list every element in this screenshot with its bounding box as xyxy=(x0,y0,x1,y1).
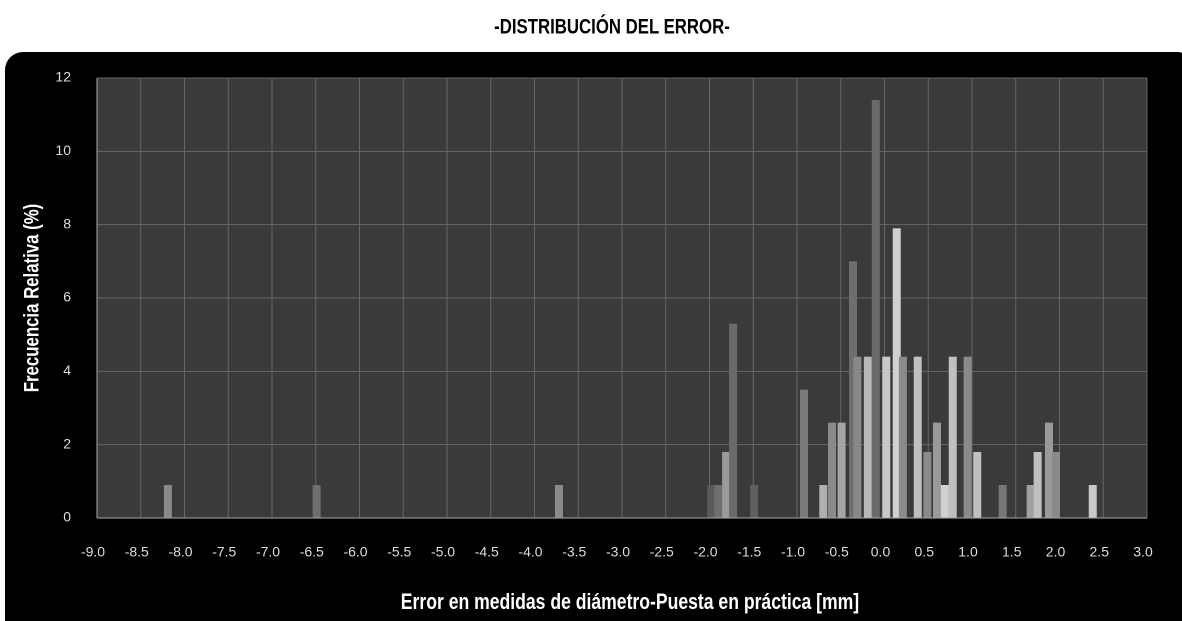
x-tick-label: -9.0 xyxy=(81,544,105,560)
x-tick-label: -7.0 xyxy=(256,544,280,560)
bar xyxy=(714,485,723,518)
x-tick-label: 0.0 xyxy=(871,544,891,560)
bar xyxy=(871,100,880,518)
bar xyxy=(555,485,563,518)
bar xyxy=(849,261,857,518)
chart-title: -DISTRIBUCIÓN DEL ERROR- xyxy=(494,15,730,39)
bar xyxy=(800,389,808,518)
bar xyxy=(837,422,846,518)
bar xyxy=(819,485,828,518)
bar xyxy=(1088,485,1097,518)
bar xyxy=(853,356,862,518)
y-tick-label: 8 xyxy=(63,215,71,231)
x-tick-label: -1.0 xyxy=(781,544,805,560)
x-tick-label: -7.5 xyxy=(212,544,236,560)
bar xyxy=(948,356,957,518)
x-tick-label: -3.5 xyxy=(562,544,586,560)
x-tick-label: -5.0 xyxy=(431,544,455,560)
bar xyxy=(998,485,1007,518)
x-tick-label: -4.5 xyxy=(475,544,499,560)
x-tick-label: -4.0 xyxy=(518,544,542,560)
x-tick-label: -1.5 xyxy=(737,544,761,560)
x-tick-label: -2.5 xyxy=(650,544,674,560)
y-tick-label: 10 xyxy=(55,142,71,158)
bar xyxy=(892,228,901,519)
bar xyxy=(750,485,759,518)
bar xyxy=(963,356,972,518)
x-tick-label: 2.0 xyxy=(1046,544,1066,560)
x-tick-label: -2.0 xyxy=(693,544,717,560)
x-tick-label: -8.5 xyxy=(125,544,149,560)
y-tick-label: 4 xyxy=(63,362,71,378)
y-tick-label: 0 xyxy=(63,509,71,525)
bar xyxy=(863,356,872,518)
bar xyxy=(163,485,172,518)
bar xyxy=(1045,422,1053,518)
y-tick-label: 6 xyxy=(63,289,71,305)
bar xyxy=(1052,452,1060,518)
x-tick-label: 0.5 xyxy=(915,544,935,560)
y-tick-label: 2 xyxy=(63,435,71,451)
x-tick-label: 3.0 xyxy=(1133,544,1153,560)
bar xyxy=(923,452,932,518)
y-axis-label: Frecuencia Relativa (%) xyxy=(21,204,44,392)
bar xyxy=(1033,452,1042,518)
x-tick-label: -3.0 xyxy=(606,544,630,560)
bar xyxy=(1026,485,1035,518)
x-tick-label: -8.0 xyxy=(168,544,192,560)
x-tick-label: -5.5 xyxy=(387,544,411,560)
x-tick-label: -6.0 xyxy=(343,544,367,560)
bar xyxy=(933,422,941,518)
bar xyxy=(940,485,949,518)
x-tick-label: 1.5 xyxy=(1002,544,1022,560)
x-tick-label: -6.5 xyxy=(300,544,324,560)
y-tick-label: 12 xyxy=(55,69,71,85)
bar xyxy=(913,356,922,518)
x-tick-label: 2.5 xyxy=(1090,544,1110,560)
x-tick-label: -0.5 xyxy=(825,544,849,560)
bar xyxy=(898,356,907,518)
bar xyxy=(312,485,321,518)
bar xyxy=(729,323,738,518)
x-tick-label: 1.0 xyxy=(958,544,978,560)
bar xyxy=(707,485,716,518)
bar xyxy=(973,452,982,518)
bar xyxy=(882,356,891,518)
bar xyxy=(828,422,836,518)
x-axis-label: Error en medidas de diámetro-Puesta en p… xyxy=(401,590,859,614)
bar xyxy=(722,452,731,518)
